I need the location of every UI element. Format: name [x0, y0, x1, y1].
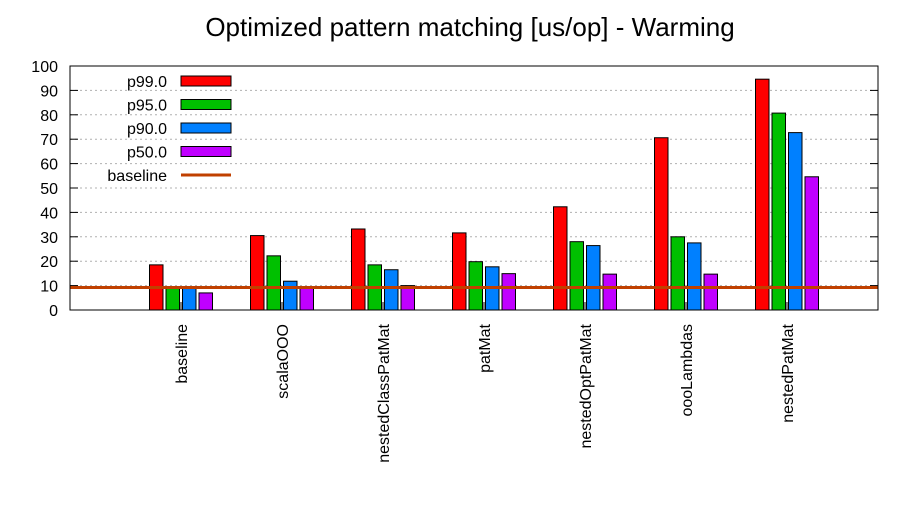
bar-p99.0-nestedClassPatMat — [351, 228, 366, 311]
x-category-label: baseline — [174, 324, 191, 384]
y-tick-label: 70 — [40, 132, 58, 149]
legend: p99.0 p95.0 p90.0 p50.0 baseline — [107, 74, 232, 185]
y-tick-label: 90 — [40, 83, 58, 100]
legend-label-p99.0: p99.0 — [127, 74, 167, 91]
legend-swatch-p90.0 — [180, 122, 232, 134]
legend-label-p90.0: p90.0 — [127, 121, 167, 138]
x-category-label: patMat — [477, 323, 494, 372]
bar-p90.0-nestedClassPatMat — [384, 269, 399, 311]
x-category-label: scalaOOO — [275, 324, 292, 399]
x-category-label: nestedPatMat — [780, 323, 797, 422]
legend-label-p95.0: p95.0 — [127, 98, 167, 115]
y-tick-label: 60 — [40, 157, 58, 174]
bar-p95.0-patMat — [468, 261, 483, 311]
bar-p99.0-nestedOptPatMat — [553, 206, 568, 311]
x-category-label: nestedClassPatMat — [376, 323, 393, 462]
plot-area-frame — [69, 65, 879, 311]
y-tick-label: 30 — [40, 230, 58, 247]
y-tick-label: 100 — [31, 59, 58, 76]
chart-title: Optimized pattern matching [us/op] - War… — [205, 12, 734, 42]
legend-swatch-p99.0 — [180, 75, 232, 87]
bar-p90.0-oooLambdas — [687, 242, 702, 311]
y-axis-ticks: 0 10 20 30 40 50 60 70 80 90 100 — [31, 59, 878, 320]
bar-p50.0-patMat — [501, 273, 516, 311]
bar-p90.0-scalaOOO — [283, 280, 298, 311]
bar-p95.0-oooLambdas — [670, 236, 685, 311]
bar-p99.0-scalaOOO — [250, 235, 265, 311]
legend-swatch-p50.0 — [180, 146, 232, 157]
y-tick-label: 40 — [40, 205, 58, 222]
bar-p50.0-baseline — [198, 292, 213, 311]
legend-swatch-p95.0 — [180, 99, 232, 110]
bar-p50.0-scalaOOO — [299, 287, 314, 311]
bar-p50.0-nestedClassPatMat — [400, 285, 415, 311]
bar-p95.0-baseline — [165, 286, 180, 311]
bar-p95.0-scalaOOO — [266, 255, 281, 311]
y-tick-label: 0 — [49, 303, 58, 320]
x-category-label: nestedOptPatMat — [578, 323, 595, 448]
bar-p50.0-nestedPatMat — [804, 176, 819, 311]
y-tick-label: 20 — [40, 254, 58, 271]
bar-p95.0-nestedOptPatMat — [569, 241, 584, 311]
x-category-label: oooLambdas — [679, 324, 696, 417]
bar-p90.0-nestedOptPatMat — [586, 245, 601, 311]
x-axis-categories: baseline scalaOOO nestedClassPatMat patMat n… — [174, 302, 797, 463]
legend-label-p50.0: p50.0 — [127, 145, 167, 162]
y-tick-label: 50 — [40, 181, 58, 198]
bar-p99.0-nestedPatMat — [755, 78, 770, 311]
y-tick-label: 80 — [40, 108, 58, 125]
bar-p50.0-oooLambdas — [703, 273, 718, 311]
legend-label-baseline: baseline — [107, 168, 167, 185]
y-tick-label: 10 — [40, 279, 58, 296]
bar-p50.0-nestedOptPatMat — [602, 273, 617, 311]
bar-p99.0-oooLambdas — [654, 137, 669, 311]
bar-p99.0-patMat — [452, 232, 467, 311]
bar-p95.0-nestedPatMat — [771, 112, 786, 311]
bar-p90.0-nestedPatMat — [788, 132, 803, 311]
bar-p90.0-baseline — [182, 288, 197, 311]
bars — [149, 78, 819, 311]
